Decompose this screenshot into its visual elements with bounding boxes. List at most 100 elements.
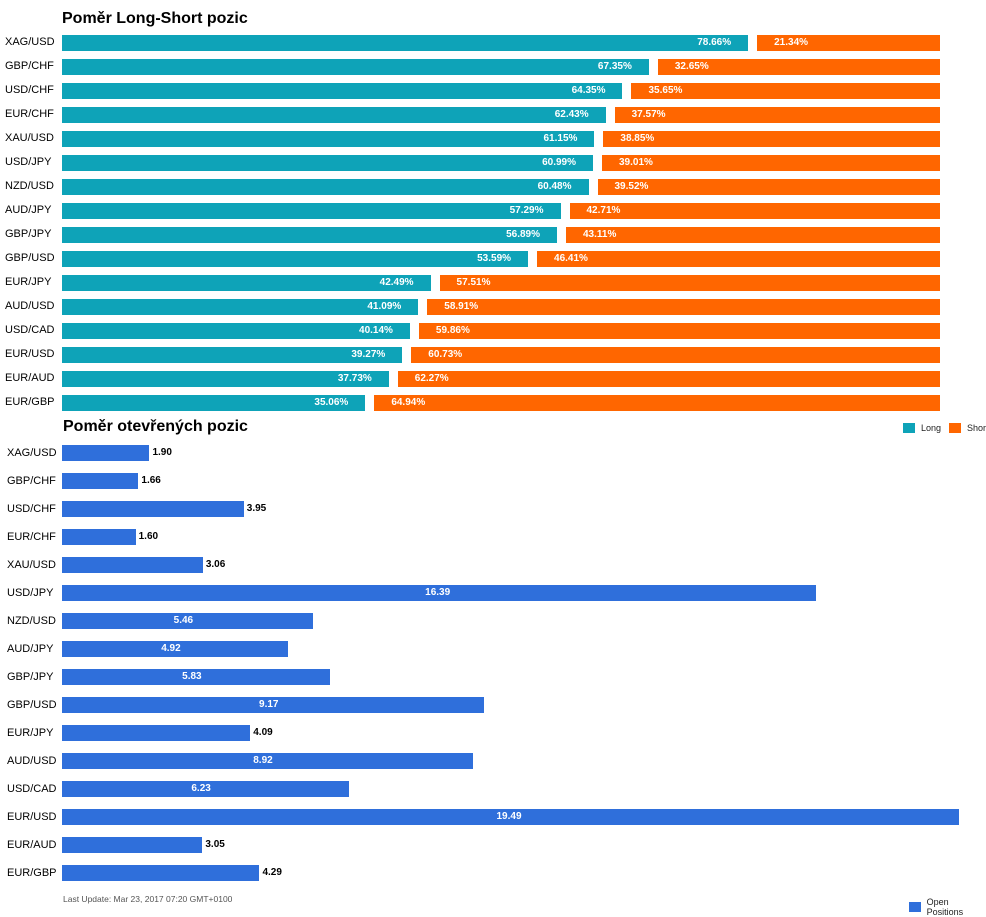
- short-bar: [614, 107, 940, 123]
- open-positions-bar: [62, 669, 331, 685]
- category-label: USD/CAD: [5, 324, 55, 336]
- short-bar: [397, 371, 940, 387]
- short-value-label: 57.51%: [456, 277, 491, 288]
- open-positions-bar: [62, 613, 314, 629]
- category-label: GBP/USD: [5, 252, 55, 264]
- long-bar: [62, 251, 529, 267]
- open-positions-value-label: 5.46: [173, 615, 194, 626]
- long-value-label: 40.14%: [359, 325, 393, 336]
- short-bar: [411, 347, 940, 363]
- long-bar: [62, 275, 431, 291]
- open-positions-bar: [62, 697, 485, 713]
- long-value-label: 41.09%: [367, 301, 402, 312]
- open-positions-bar: [62, 585, 817, 601]
- long-value-label: 56.89%: [506, 229, 540, 240]
- long-value-label: 62.43%: [554, 109, 589, 120]
- short-value-label: 59.86%: [435, 325, 470, 336]
- open-positions-value-label: 19.49: [496, 811, 522, 822]
- long-value-label: 61.15%: [543, 133, 578, 144]
- category-label: GBP/JPY: [5, 228, 52, 240]
- category-label: EUR/GBP: [7, 867, 57, 879]
- open-positions-chart-title: Poměr otevřených pozic: [63, 418, 248, 435]
- long-bar: [62, 323, 410, 339]
- open-positions-bar: [62, 753, 473, 769]
- legend-label-short: Short: [967, 423, 986, 433]
- short-bar: [631, 83, 940, 99]
- long-bar: [62, 371, 389, 387]
- category-label: GBP/CHF: [5, 60, 54, 72]
- long-bar: [62, 347, 403, 363]
- long-bar: [62, 395, 366, 411]
- category-label: EUR/JPY: [5, 276, 52, 288]
- short-bar: [757, 35, 940, 51]
- open-positions-value-label: 16.39: [425, 587, 451, 598]
- open-positions-bar: [62, 501, 244, 517]
- long-value-label: 42.49%: [379, 277, 414, 288]
- short-value-label: 32.65%: [674, 61, 709, 72]
- category-label: NZD/USD: [7, 615, 56, 627]
- short-value-label: 35.65%: [648, 85, 683, 96]
- long-short-legend: Long Short: [903, 423, 986, 433]
- category-label: EUR/CHF: [7, 531, 56, 543]
- short-value-label: 58.91%: [444, 301, 479, 312]
- category-label: EUR/GBP: [5, 396, 55, 408]
- short-bar: [418, 323, 940, 339]
- category-label: GBP/CHF: [7, 475, 56, 487]
- open-positions-bar: [62, 529, 136, 545]
- category-label: USD/CAD: [7, 783, 57, 795]
- long-short-chart-title: Poměr Long-Short pozic: [62, 10, 248, 27]
- short-value-label: 64.94%: [391, 397, 426, 408]
- long-bar: [62, 107, 606, 123]
- legend-item-short[interactable]: Short: [949, 423, 986, 433]
- open-positions-value-label: 5.83: [182, 671, 202, 682]
- open-positions-value-label: 4.92: [161, 643, 181, 654]
- category-label: USD/JPY: [7, 587, 54, 599]
- short-bar: [657, 59, 940, 75]
- category-label: EUR/USD: [5, 348, 55, 360]
- category-label: AUD/JPY: [7, 643, 54, 655]
- category-label: EUR/CHF: [5, 108, 54, 120]
- long-value-label: 60.48%: [537, 181, 572, 192]
- category-label: AUD/USD: [7, 755, 57, 767]
- short-bar: [569, 203, 940, 219]
- short-value-label: 60.73%: [428, 349, 463, 360]
- category-label: EUR/AUD: [7, 839, 57, 851]
- category-label: USD/CHF: [5, 84, 54, 96]
- long-bar: [62, 203, 561, 219]
- long-bar: [62, 227, 557, 243]
- open-positions-swatch: [909, 902, 921, 912]
- long-value-label: 39.27%: [351, 349, 386, 360]
- short-value-label: 39.52%: [614, 181, 649, 192]
- open-positions-bar: [62, 641, 289, 657]
- short-value-label: 42.71%: [586, 205, 621, 216]
- long-value-label: 53.59%: [477, 253, 512, 264]
- category-label: EUR/USD: [7, 811, 57, 823]
- open-positions-bar: [62, 473, 139, 489]
- open-positions-value-label: 1.60: [138, 531, 159, 542]
- short-bar: [537, 251, 940, 267]
- short-value-label: 46.41%: [554, 253, 588, 264]
- short-bar: [601, 155, 940, 171]
- category-label: GBP/USD: [7, 699, 57, 711]
- category-label: XAG/USD: [7, 447, 57, 459]
- short-bar: [427, 299, 940, 315]
- category-label: AUD/JPY: [5, 204, 52, 216]
- open-positions-value-label: 3.06: [205, 559, 226, 570]
- legend-label-open-positions: Open Positions: [926, 897, 964, 917]
- short-value-label: 62.27%: [414, 373, 449, 384]
- legend-item-long[interactable]: Long: [903, 423, 941, 433]
- open-positions-legend[interactable]: Open Positions: [909, 897, 986, 917]
- legend-label-long: Long: [921, 423, 942, 433]
- long-bar: [62, 59, 649, 75]
- open-positions-value-label: 3.05: [205, 839, 225, 850]
- long-bar: [62, 179, 589, 195]
- long-value-label: 67.35%: [597, 61, 632, 72]
- last-update-text: Last Update: Mar 23, 2017 07:20 GMT+0100: [63, 894, 233, 904]
- category-label: USD/CHF: [7, 503, 56, 515]
- open-positions-bar: [62, 865, 260, 881]
- long-bar: [62, 35, 749, 51]
- short-bar: [597, 179, 940, 195]
- category-label: GBP/JPY: [7, 671, 54, 683]
- short-swatch: [949, 423, 962, 433]
- category-label: XAG/USD: [5, 36, 55, 48]
